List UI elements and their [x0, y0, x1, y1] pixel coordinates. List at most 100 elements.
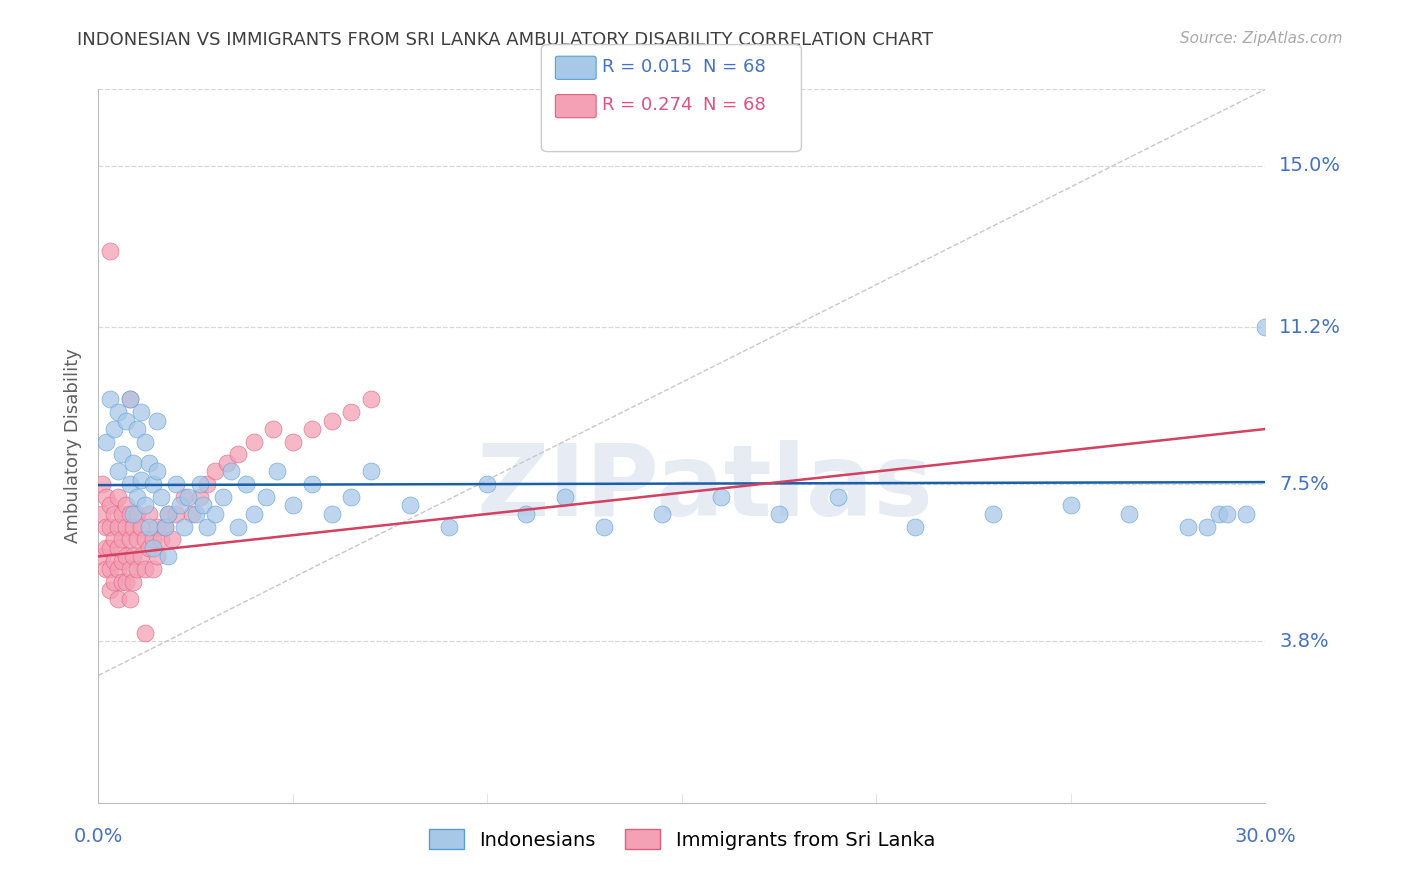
Point: [118, 562, 141, 576]
Text: R = 0.015: R = 0.015: [602, 58, 692, 76]
Point: [169, 499, 191, 513]
Point: [107, 562, 129, 576]
Point: [114, 413, 136, 427]
Point: [243, 434, 266, 449]
Point: [142, 477, 165, 491]
Point: [98, 499, 121, 513]
Point: [98, 244, 121, 258]
Point: [98, 519, 121, 533]
Point: [138, 541, 160, 555]
Point: [91, 477, 114, 491]
Point: [111, 507, 134, 521]
Point: [321, 507, 343, 521]
Point: [157, 507, 180, 521]
Point: [1208, 507, 1230, 521]
Point: [134, 533, 156, 547]
Point: [129, 549, 152, 564]
Point: [1195, 519, 1218, 533]
Point: [228, 519, 250, 533]
Point: [262, 422, 284, 436]
Point: [827, 490, 849, 504]
Point: [149, 533, 172, 547]
Point: [107, 541, 129, 555]
Point: [111, 533, 134, 547]
Text: 11.2%: 11.2%: [1279, 318, 1341, 336]
Point: [981, 507, 1004, 521]
Point: [129, 519, 152, 533]
Point: [146, 465, 169, 479]
Y-axis label: Ambulatory Disability: Ambulatory Disability: [63, 349, 82, 543]
Point: [165, 507, 187, 521]
Point: [127, 422, 149, 436]
Point: [1254, 320, 1277, 334]
Point: [162, 533, 184, 547]
Point: [651, 507, 673, 521]
Point: [195, 519, 218, 533]
Point: [134, 434, 156, 449]
Point: [215, 456, 238, 470]
Point: [1234, 507, 1257, 521]
Point: [235, 477, 257, 491]
Point: [301, 477, 323, 491]
Point: [321, 413, 343, 427]
Point: [111, 448, 134, 462]
Point: [1118, 507, 1140, 521]
Point: [1177, 519, 1199, 533]
Point: [904, 519, 927, 533]
Point: [114, 519, 136, 533]
Point: [146, 519, 169, 533]
Point: [127, 562, 149, 576]
Point: [118, 392, 141, 407]
Text: 3.8%: 3.8%: [1279, 632, 1329, 651]
Text: R = 0.274: R = 0.274: [602, 96, 692, 114]
Point: [122, 507, 145, 521]
Point: [98, 583, 121, 598]
Point: [129, 473, 152, 487]
Point: [554, 490, 576, 504]
Point: [138, 519, 160, 533]
Point: [122, 574, 145, 589]
Point: [153, 519, 176, 533]
Point: [477, 477, 499, 491]
Point: [96, 434, 118, 449]
Point: [281, 434, 304, 449]
Point: [96, 519, 118, 533]
Point: [180, 507, 202, 521]
Legend: Indonesians, Immigrants from Sri Lanka: Indonesians, Immigrants from Sri Lanka: [422, 822, 942, 857]
Text: N = 68: N = 68: [703, 58, 766, 76]
Point: [165, 477, 187, 491]
Point: [111, 554, 134, 568]
Point: [340, 490, 363, 504]
Point: [146, 549, 169, 564]
Point: [515, 507, 537, 521]
Point: [118, 477, 141, 491]
Point: [266, 465, 288, 479]
Text: INDONESIAN VS IMMIGRANTS FROM SRI LANKA AMBULATORY DISABILITY CORRELATION CHART: INDONESIAN VS IMMIGRANTS FROM SRI LANKA …: [77, 31, 934, 49]
Point: [142, 562, 165, 576]
Point: [127, 507, 149, 521]
Point: [114, 549, 136, 564]
Point: [122, 549, 145, 564]
Point: [107, 465, 129, 479]
Point: [107, 519, 129, 533]
Point: [204, 465, 226, 479]
Point: [149, 490, 172, 504]
Point: [103, 533, 125, 547]
Point: [98, 541, 121, 555]
Point: [219, 465, 242, 479]
Point: [134, 562, 156, 576]
Point: [768, 507, 790, 521]
Text: 15.0%: 15.0%: [1279, 156, 1341, 175]
Point: [122, 456, 145, 470]
Point: [142, 541, 165, 555]
Point: [710, 490, 733, 504]
Point: [134, 499, 156, 513]
Point: [103, 422, 125, 436]
Text: N = 68: N = 68: [703, 96, 766, 114]
Point: [129, 405, 152, 419]
Point: [173, 519, 195, 533]
Point: [118, 591, 141, 606]
Point: [1060, 499, 1083, 513]
Point: [91, 549, 114, 564]
Point: [107, 591, 129, 606]
